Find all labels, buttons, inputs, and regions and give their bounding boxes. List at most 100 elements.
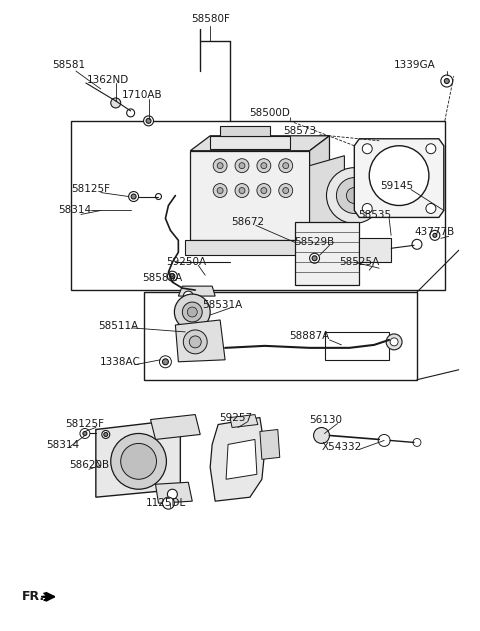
Polygon shape — [151, 415, 200, 439]
Circle shape — [217, 187, 223, 194]
Circle shape — [217, 163, 223, 168]
Text: 58573: 58573 — [283, 126, 316, 136]
Text: 59257: 59257 — [219, 413, 252, 423]
Text: 1339GA: 1339GA — [394, 60, 436, 70]
Polygon shape — [179, 286, 215, 296]
Circle shape — [170, 274, 175, 279]
Circle shape — [187, 307, 197, 317]
Text: 58535: 58535 — [359, 211, 392, 220]
Circle shape — [102, 430, 110, 439]
Polygon shape — [295, 222, 360, 285]
Text: 1710AB: 1710AB — [122, 90, 163, 100]
Circle shape — [182, 302, 202, 322]
Polygon shape — [360, 239, 391, 262]
Circle shape — [183, 330, 207, 354]
Text: 58125F: 58125F — [65, 418, 105, 428]
Text: 58125F: 58125F — [72, 184, 110, 194]
Text: X54332: X54332 — [321, 442, 361, 452]
Circle shape — [430, 230, 440, 240]
Circle shape — [369, 146, 429, 206]
Circle shape — [146, 119, 151, 123]
Polygon shape — [210, 418, 265, 501]
Text: 58529B: 58529B — [294, 237, 335, 247]
Circle shape — [283, 187, 288, 194]
Polygon shape — [226, 439, 257, 480]
Text: 58525A: 58525A — [339, 257, 379, 268]
Circle shape — [183, 291, 193, 301]
Circle shape — [347, 187, 362, 203]
Circle shape — [174, 294, 210, 330]
Text: 1125DL: 1125DL — [146, 498, 187, 508]
Circle shape — [162, 497, 174, 509]
Circle shape — [168, 489, 178, 499]
Circle shape — [433, 233, 437, 237]
Polygon shape — [310, 136, 329, 240]
Circle shape — [362, 144, 372, 154]
Circle shape — [144, 116, 154, 126]
Circle shape — [444, 78, 449, 83]
Text: 43777B: 43777B — [415, 227, 455, 237]
Circle shape — [283, 163, 288, 168]
Circle shape — [235, 184, 249, 198]
Circle shape — [310, 253, 320, 263]
Text: 56130: 56130 — [309, 415, 342, 425]
Circle shape — [279, 184, 293, 198]
Polygon shape — [96, 420, 180, 497]
Circle shape — [386, 334, 402, 350]
Text: 59145: 59145 — [381, 180, 414, 191]
Circle shape — [235, 158, 249, 173]
Circle shape — [441, 75, 453, 87]
Circle shape — [326, 168, 382, 223]
Polygon shape — [220, 126, 270, 136]
Text: 58500D: 58500D — [250, 108, 290, 118]
Text: 58588A: 58588A — [143, 273, 182, 283]
Circle shape — [312, 256, 317, 261]
Circle shape — [111, 98, 120, 108]
Text: 58314: 58314 — [59, 206, 92, 215]
Circle shape — [213, 158, 227, 173]
Circle shape — [120, 444, 156, 480]
Circle shape — [80, 428, 90, 439]
Polygon shape — [185, 240, 314, 256]
Polygon shape — [190, 151, 310, 240]
Bar — [71, 121, 445, 290]
Circle shape — [313, 428, 329, 444]
Polygon shape — [354, 139, 444, 218]
Circle shape — [159, 356, 171, 368]
Text: 58620B: 58620B — [69, 461, 109, 470]
Circle shape — [390, 338, 398, 346]
Polygon shape — [156, 482, 192, 503]
Bar — [324, 332, 389, 360]
Polygon shape — [190, 136, 329, 151]
Text: 1362ND: 1362ND — [87, 75, 129, 85]
Circle shape — [257, 158, 271, 173]
Circle shape — [239, 163, 245, 168]
Circle shape — [378, 435, 390, 446]
Circle shape — [257, 184, 271, 198]
Circle shape — [131, 194, 136, 199]
Polygon shape — [210, 136, 290, 149]
Circle shape — [156, 194, 161, 199]
Text: 58581: 58581 — [52, 60, 85, 70]
Circle shape — [426, 144, 436, 154]
Circle shape — [279, 158, 293, 173]
Circle shape — [412, 239, 422, 249]
Text: 58511A: 58511A — [98, 321, 139, 331]
Text: 1338AC: 1338AC — [100, 357, 141, 367]
Text: 58580F: 58580F — [191, 15, 229, 25]
Circle shape — [162, 359, 168, 365]
Circle shape — [189, 336, 201, 348]
Circle shape — [83, 432, 87, 435]
Text: 58314: 58314 — [47, 440, 80, 451]
Polygon shape — [175, 320, 225, 362]
Circle shape — [362, 203, 372, 213]
Polygon shape — [230, 415, 258, 428]
Text: 58672: 58672 — [231, 218, 264, 227]
Circle shape — [129, 192, 139, 201]
Circle shape — [213, 184, 227, 198]
Text: 59250A: 59250A — [166, 257, 206, 268]
Text: 58531A: 58531A — [202, 300, 242, 310]
Circle shape — [168, 271, 178, 281]
Text: FR.: FR. — [22, 590, 45, 603]
Circle shape — [239, 187, 245, 194]
